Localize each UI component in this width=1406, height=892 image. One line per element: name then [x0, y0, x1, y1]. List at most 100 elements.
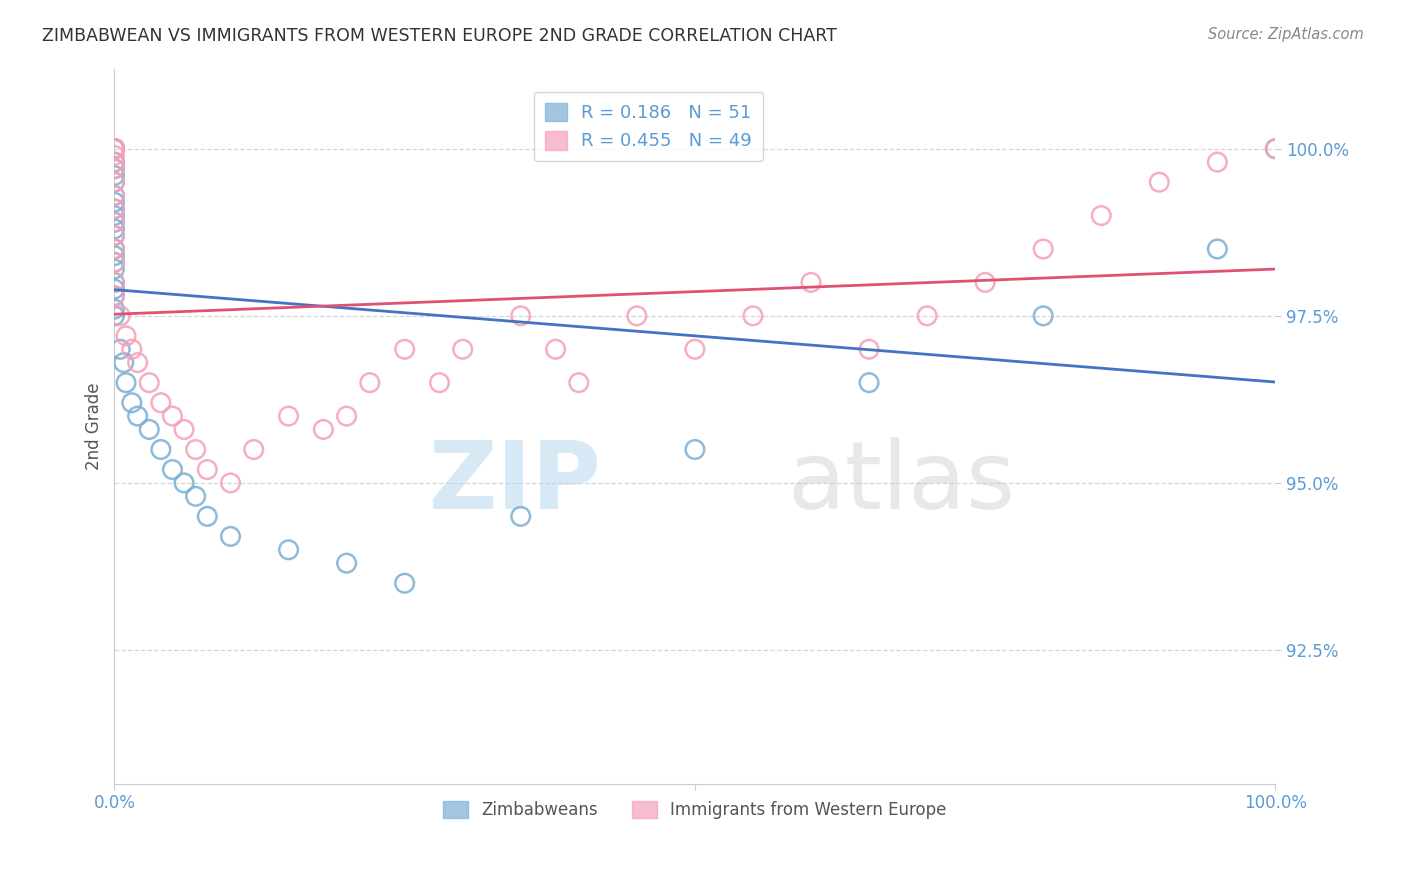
Point — [138, 376, 160, 390]
Point — [103, 188, 125, 202]
Point — [974, 276, 997, 290]
Point — [103, 142, 125, 156]
Point — [103, 255, 125, 269]
Point — [162, 409, 184, 423]
Point — [112, 356, 135, 370]
Point — [683, 343, 706, 357]
Point — [103, 242, 125, 256]
Point — [103, 142, 125, 156]
Point — [103, 175, 125, 189]
Point — [103, 148, 125, 162]
Point — [103, 169, 125, 183]
Text: ZIMBABWEAN VS IMMIGRANTS FROM WESTERN EUROPE 2ND GRADE CORRELATION CHART: ZIMBABWEAN VS IMMIGRANTS FROM WESTERN EU… — [42, 27, 837, 45]
Point — [544, 343, 567, 357]
Point — [1206, 155, 1229, 169]
Point — [184, 489, 207, 503]
Point — [184, 442, 207, 457]
Point — [394, 343, 416, 357]
Point — [103, 255, 125, 269]
Point — [103, 142, 125, 156]
Point — [359, 376, 381, 390]
Point — [103, 175, 125, 189]
Point — [103, 302, 125, 317]
Point — [451, 343, 474, 357]
Point — [103, 262, 125, 277]
Point — [103, 161, 125, 176]
Point — [103, 202, 125, 216]
Point — [127, 409, 149, 423]
Point — [103, 142, 125, 156]
Point — [103, 142, 125, 156]
Point — [115, 329, 138, 343]
Point — [336, 556, 359, 570]
Point — [858, 343, 880, 357]
Point — [277, 542, 299, 557]
Point — [127, 356, 149, 370]
Point — [103, 142, 125, 156]
Point — [683, 442, 706, 457]
Point — [103, 276, 125, 290]
Point — [103, 161, 125, 176]
Point — [103, 276, 125, 290]
Point — [103, 209, 125, 223]
Point — [509, 509, 531, 524]
Point — [219, 529, 242, 543]
Point — [103, 289, 125, 303]
Point — [103, 249, 125, 263]
Point — [626, 309, 648, 323]
Point — [121, 343, 143, 357]
Point — [1264, 142, 1286, 156]
Point — [1206, 242, 1229, 256]
Point — [103, 215, 125, 229]
Point — [103, 142, 125, 156]
Point — [1264, 142, 1286, 156]
Point — [195, 509, 218, 524]
Point — [103, 188, 125, 202]
Point — [103, 228, 125, 243]
Point — [149, 442, 172, 457]
Point — [121, 395, 143, 409]
Point — [103, 282, 125, 296]
Point — [103, 155, 125, 169]
Point — [103, 309, 125, 323]
Point — [138, 422, 160, 436]
Point — [103, 142, 125, 156]
Point — [312, 422, 335, 436]
Point — [568, 376, 591, 390]
Point — [173, 422, 195, 436]
Point — [242, 442, 264, 457]
Point — [103, 202, 125, 216]
Point — [173, 475, 195, 490]
Point — [277, 409, 299, 423]
Point — [915, 309, 938, 323]
Point — [103, 228, 125, 243]
Point — [1032, 242, 1054, 256]
Y-axis label: 2nd Grade: 2nd Grade — [86, 383, 103, 470]
Point — [110, 309, 132, 323]
Point — [1090, 209, 1112, 223]
Text: Source: ZipAtlas.com: Source: ZipAtlas.com — [1208, 27, 1364, 42]
Point — [103, 155, 125, 169]
Point — [800, 276, 823, 290]
Point — [195, 462, 218, 476]
Point — [103, 242, 125, 256]
Point — [103, 142, 125, 156]
Text: ZIP: ZIP — [429, 437, 602, 529]
Point — [394, 576, 416, 591]
Point — [115, 376, 138, 390]
Point — [103, 142, 125, 156]
Point — [103, 142, 125, 156]
Point — [742, 309, 765, 323]
Point — [103, 142, 125, 156]
Point — [103, 289, 125, 303]
Point — [149, 395, 172, 409]
Point — [103, 222, 125, 236]
Point — [103, 215, 125, 229]
Point — [103, 142, 125, 156]
Point — [110, 343, 132, 357]
Point — [509, 309, 531, 323]
Point — [103, 195, 125, 210]
Point — [219, 475, 242, 490]
Point — [336, 409, 359, 423]
Point — [1032, 309, 1054, 323]
